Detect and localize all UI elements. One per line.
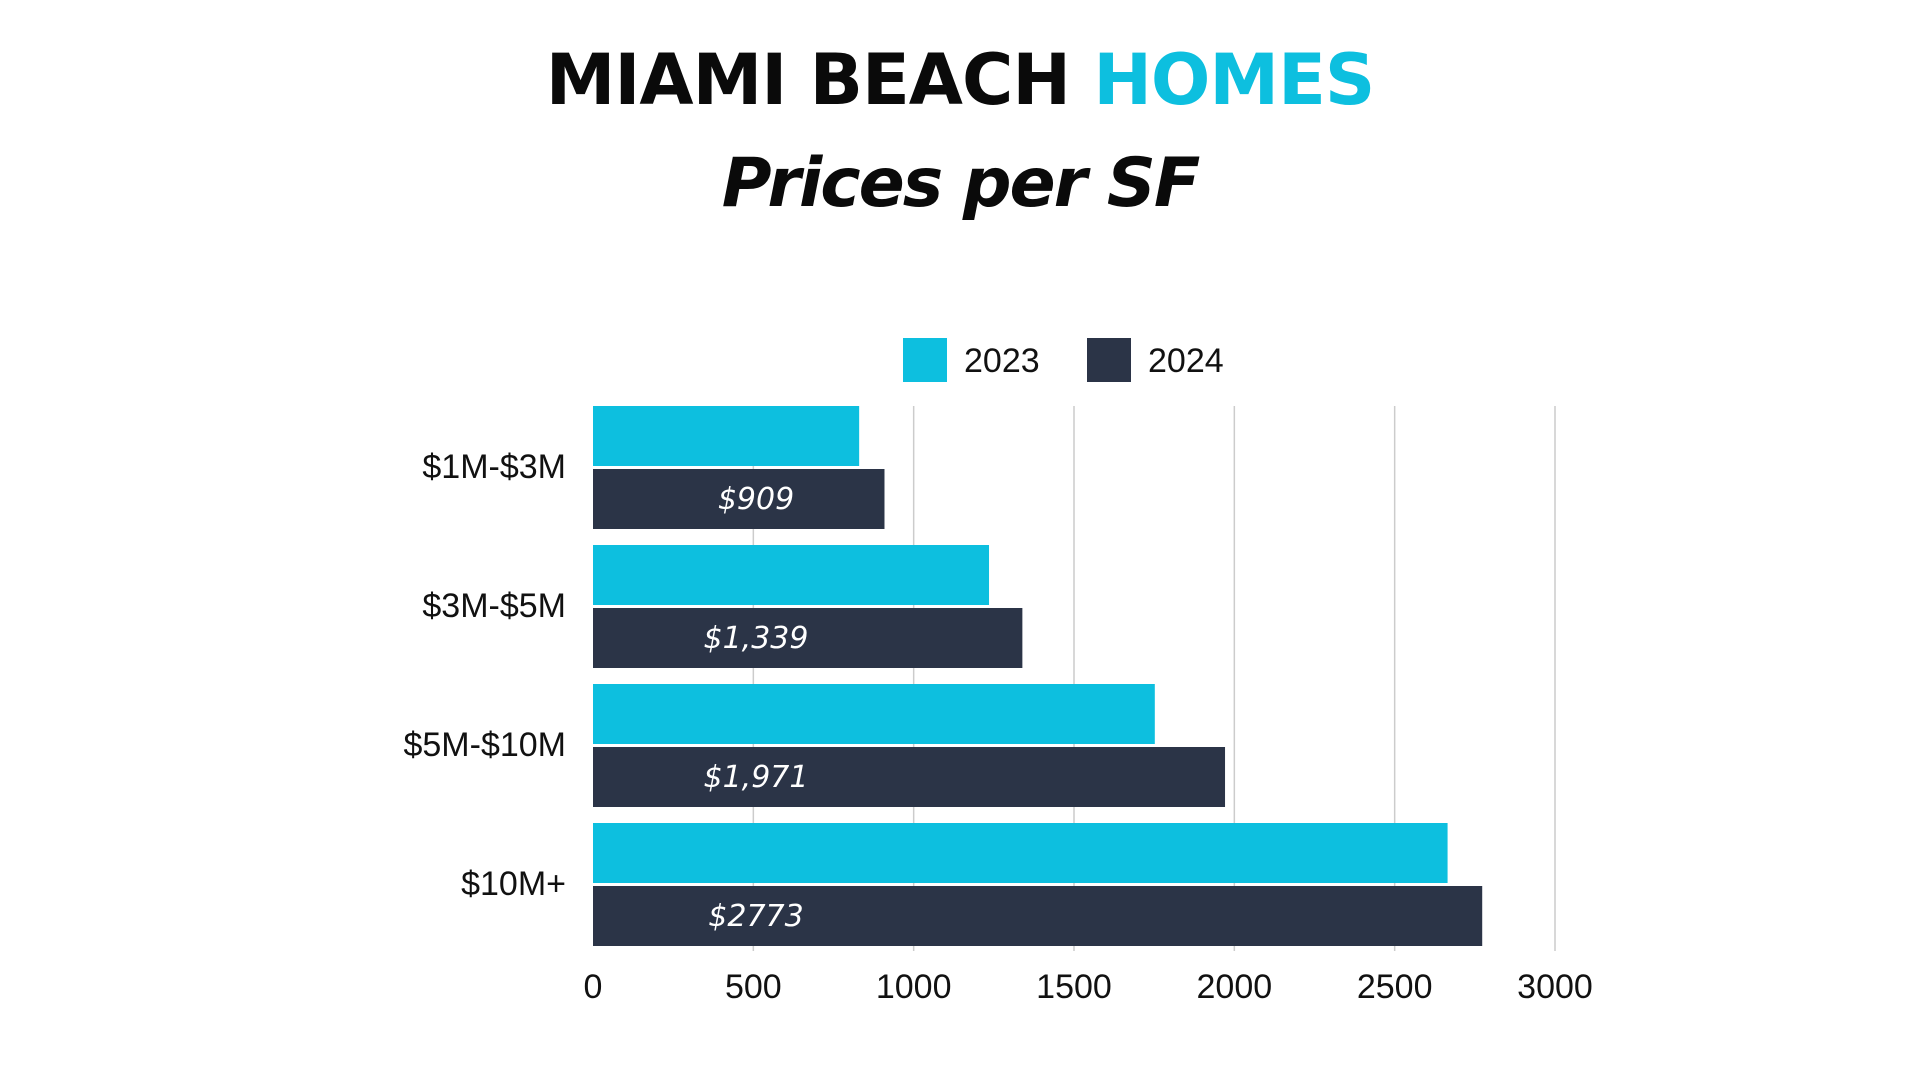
x-tick-label: 1500 [1036, 968, 1112, 1006]
legend-label-2023: 2023 [964, 342, 1040, 380]
bars [593, 406, 1483, 946]
category-label: $5M-$10M [403, 726, 566, 764]
bar-2024-0 [593, 469, 885, 529]
bar-2023-1 [593, 545, 990, 605]
chart-subtitle: Prices per SF [721, 144, 1201, 223]
x-tick-label: 0 [584, 968, 603, 1006]
x-tick-label: 2500 [1357, 968, 1433, 1006]
x-tick-label: 3000 [1517, 968, 1593, 1006]
data-label-2024-1: $1,339 [704, 621, 809, 656]
legend-label-2024: 2024 [1148, 342, 1224, 380]
category-labels: $1M-$3M $3M-$5M $5M-$10M $10M+ [403, 448, 566, 903]
category-label: $3M-$5M [422, 587, 566, 625]
x-axis-ticks: 0 500 1000 1500 2000 2500 3000 [584, 968, 1593, 1006]
data-labels: $909 $1,339 $1,971 $2773 [704, 482, 809, 934]
x-tick-label: 1000 [876, 968, 952, 1006]
bar-2024-1 [593, 608, 1023, 668]
bar-2023-2 [593, 684, 1155, 744]
chart-title: MIAMI BEACH HOMES [0, 38, 1920, 122]
legend-swatch-2023 [903, 338, 947, 382]
chart-title-main: MIAMI BEACH [545, 39, 1071, 121]
bar-2024-2 [593, 747, 1226, 807]
bar-2023-0 [593, 406, 860, 466]
category-label: $1M-$3M [422, 448, 566, 486]
x-tick-label: 500 [725, 968, 782, 1006]
data-label-2024-0: $909 [718, 482, 794, 517]
chart-title-accent: HOMES [1093, 39, 1375, 121]
legend: 2023 2024 [903, 338, 1224, 382]
bar-2023-3 [593, 823, 1448, 883]
data-label-2024-3: $2773 [708, 899, 803, 934]
bar-2024-3 [593, 886, 1483, 946]
legend-swatch-2024 [1087, 338, 1131, 382]
category-label: $10M+ [461, 865, 566, 903]
x-tick-label: 2000 [1197, 968, 1273, 1006]
data-label-2024-2: $1,971 [704, 760, 809, 795]
